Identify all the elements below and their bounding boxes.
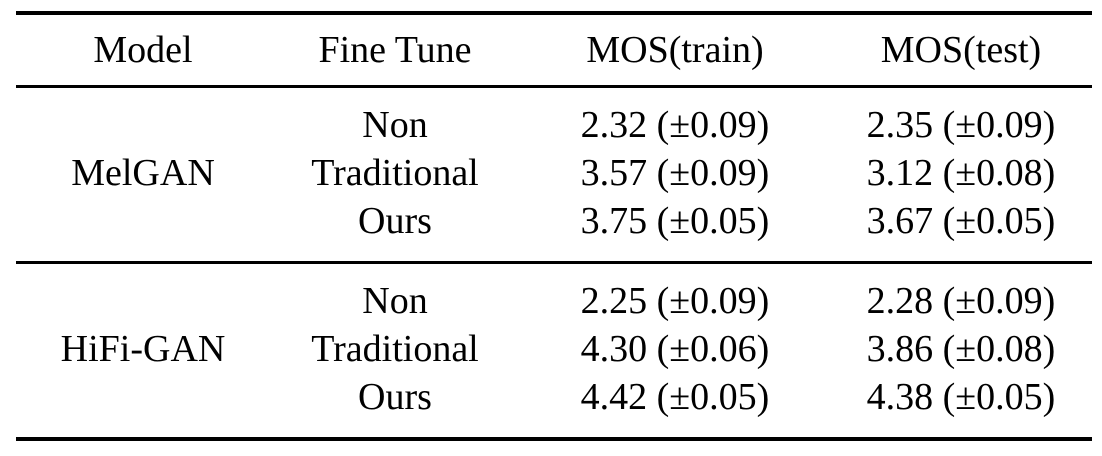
- mos-test-cell: 2.35 (±0.09) 3.12 (±0.08) 3.67 (±0.05): [830, 86, 1092, 262]
- fine-tune-value: Non: [362, 279, 428, 322]
- table-group-melgan: MelGAN Non Traditional Ours 2.32 (±0.09)…: [16, 86, 1092, 262]
- table-header-row: Model Fine Tune MOS(train) MOS(test): [16, 13, 1092, 86]
- spacer: [16, 373, 270, 421]
- spacer: [16, 197, 270, 245]
- mos-test-value: 3.86 (±0.08): [866, 327, 1056, 370]
- column-header-model: Model: [93, 28, 193, 71]
- fine-tune-value: Ours: [358, 199, 432, 242]
- mos-train-value: 2.32 (±0.09): [580, 103, 770, 146]
- fine-tune-value: Ours: [358, 375, 432, 418]
- mos-test-value: 2.35 (±0.09): [866, 103, 1056, 146]
- mos-test-cell: 2.28 (±0.09) 3.86 (±0.08) 4.38 (±0.05): [830, 262, 1092, 439]
- table-group-hifigan: HiFi-GAN Non Traditional Ours 2.25 (±0.0…: [16, 262, 1092, 439]
- mos-train-cell: 2.25 (±0.09) 4.30 (±0.06) 4.42 (±0.05): [520, 262, 830, 439]
- model-name: MelGAN: [71, 151, 215, 194]
- spacer: [16, 277, 270, 325]
- fine-tune-value: Traditional: [311, 327, 479, 370]
- fine-tune-value: Traditional: [311, 151, 479, 194]
- mos-train-cell: 2.32 (±0.09) 3.57 (±0.09) 3.75 (±0.05): [520, 86, 830, 262]
- mos-train-value: 3.57 (±0.09): [580, 151, 770, 194]
- mos-train-value: 4.42 (±0.05): [580, 375, 770, 418]
- fine-tune-cell: Non Traditional Ours: [270, 262, 520, 439]
- mos-results-table: Model Fine Tune MOS(train) MOS(test) Mel…: [16, 11, 1092, 441]
- mos-test-value: 4.38 (±0.05): [866, 375, 1056, 418]
- mos-test-value: 3.12 (±0.08): [866, 151, 1056, 194]
- column-header-mos-train: MOS(train): [586, 28, 764, 71]
- model-name: HiFi-GAN: [60, 327, 226, 370]
- mos-train-value: 3.75 (±0.05): [580, 199, 770, 242]
- spacer: [16, 101, 270, 149]
- fine-tune-cell: Non Traditional Ours: [270, 86, 520, 262]
- model-cell: HiFi-GAN: [16, 262, 270, 439]
- mos-test-value: 3.67 (±0.05): [866, 199, 1056, 242]
- mos-train-value: 2.25 (±0.09): [580, 279, 770, 322]
- mos-test-value: 2.28 (±0.09): [866, 279, 1056, 322]
- column-header-fine-tune: Fine Tune: [318, 28, 472, 71]
- column-header-mos-test: MOS(test): [880, 28, 1042, 71]
- fine-tune-value: Non: [362, 103, 428, 146]
- mos-train-value: 4.30 (±0.06): [580, 327, 770, 370]
- model-cell: MelGAN: [16, 86, 270, 262]
